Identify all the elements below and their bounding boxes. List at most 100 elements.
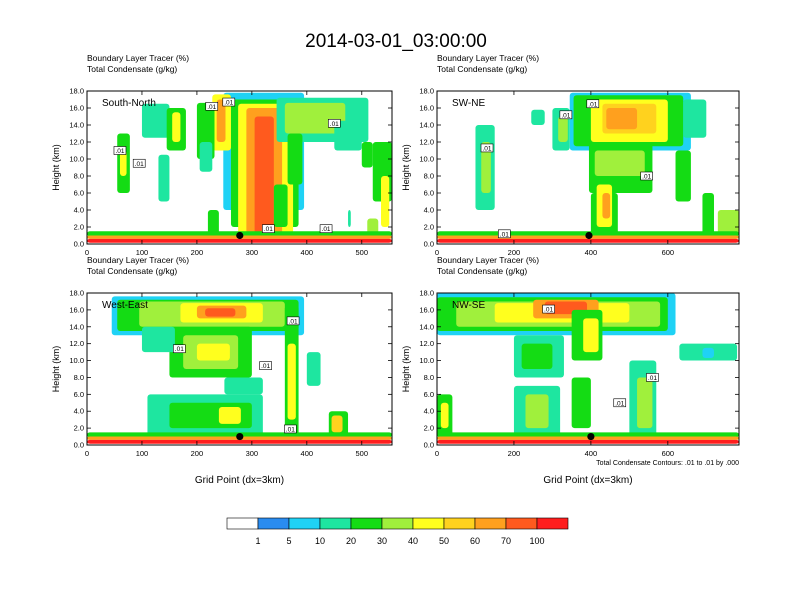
colorbar-swatch <box>536 517 569 530</box>
contour-label-box <box>113 146 127 155</box>
tracer-cell <box>531 109 545 125</box>
y-tick-label: 2.0 <box>74 223 84 232</box>
y-tick-label: 4.0 <box>74 206 84 215</box>
colorbar-swatch <box>288 517 321 530</box>
colorbar-swatch <box>412 517 445 530</box>
contour-label: .01 <box>561 112 570 119</box>
tracer-cell <box>254 116 274 236</box>
x-tick-label: 600 <box>662 248 675 257</box>
tracer-cell <box>273 184 288 227</box>
y-tick-label: 16.0 <box>69 305 84 314</box>
tracer-cell <box>440 402 449 429</box>
panel-subtitle: Boundary Layer Tracer (%) <box>87 255 189 265</box>
colorbar-label: 1 <box>255 536 260 546</box>
x-tick-label: 0 <box>85 449 89 458</box>
chart-panel-2: Boundary Layer Tracer (%)Total Condensat… <box>401 53 740 257</box>
y-tick-label: 16.0 <box>69 104 84 113</box>
x-tick-label: 100 <box>136 449 149 458</box>
colorbar-label: 40 <box>408 536 418 546</box>
tracer-cell <box>199 142 213 172</box>
tracer-cell <box>205 308 236 317</box>
x-tick-label: 600 <box>662 449 675 458</box>
x-axis-label: Grid Point (dx=3km) <box>543 475 632 486</box>
y-tick-label: 0.0 <box>74 240 84 249</box>
x-tick-label: 400 <box>585 248 598 257</box>
y-tick-label: 18.0 <box>419 87 434 96</box>
contour-label: .01 <box>648 375 657 382</box>
tracer-cell <box>381 176 390 227</box>
y-tick-label: 16.0 <box>419 104 434 113</box>
y-tick-label: 8.0 <box>74 373 84 382</box>
tracer-cell <box>594 150 645 176</box>
contour-label: .01 <box>115 148 124 155</box>
contour-label-box <box>259 361 272 370</box>
contour-label-box <box>586 99 600 109</box>
contour-label-box <box>284 424 297 434</box>
colorbar-swatch <box>226 517 259 530</box>
tracer-cell <box>334 120 362 151</box>
y-tick-label: 2.0 <box>74 424 84 433</box>
panel-subtitle: Boundary Layer Tracer (%) <box>87 53 189 63</box>
y-axis-label: Height (km) <box>51 346 61 393</box>
y-tick-label: 10.0 <box>69 356 84 365</box>
location-marker <box>587 432 595 441</box>
contour-label: .01 <box>322 226 331 233</box>
tracer-cell <box>521 343 553 369</box>
tracer-cell <box>437 439 739 444</box>
x-tick-label: 200 <box>508 248 521 257</box>
colorbar-swatch <box>350 517 383 530</box>
location-marker <box>585 231 593 240</box>
location-marker <box>236 432 244 441</box>
location-marker <box>236 231 244 240</box>
colorbar-label: 20 <box>346 536 356 546</box>
y-tick-label: 18.0 <box>69 87 84 96</box>
tracer-cell <box>606 108 638 130</box>
y-tick-label: 2.0 <box>424 223 434 232</box>
contour-label-box <box>286 316 300 326</box>
plot-frame <box>86 90 393 245</box>
y-tick-label: 10.0 <box>419 356 434 365</box>
tracer-cell <box>558 116 568 142</box>
y-tick-label: 18.0 <box>69 289 84 298</box>
contour-label: .01 <box>642 174 651 181</box>
tracer-field <box>87 92 392 243</box>
colorbar-swatch <box>505 517 538 530</box>
y-tick-label: 4.0 <box>74 407 84 416</box>
tracer-cell <box>702 193 714 236</box>
tracer-field <box>87 296 392 444</box>
contour-label-box <box>222 97 236 107</box>
y-tick-label: 12.0 <box>419 339 434 348</box>
tracer-cell <box>216 99 226 142</box>
plot-frame <box>436 292 740 446</box>
tracer-cell <box>207 210 219 236</box>
tracer-cell <box>361 142 373 168</box>
tracer-cell <box>87 238 392 243</box>
y-tick-label: 0.0 <box>74 441 84 450</box>
tracer-cell <box>602 193 611 219</box>
panel-label: West-East <box>102 300 148 311</box>
panel-subtitle: Boundary Layer Tracer (%) <box>437 53 539 63</box>
tracer-cell <box>331 415 343 433</box>
panel-subtitle: Total Condensate (g/kg) <box>437 64 527 74</box>
x-tick-label: 0 <box>435 449 439 458</box>
colorbar-label: 5 <box>286 536 291 546</box>
y-tick-label: 18.0 <box>419 289 434 298</box>
contour-label-box <box>613 398 627 408</box>
contour-label-box <box>327 119 341 128</box>
y-tick-label: 12.0 <box>419 138 434 147</box>
panel-label: NW-SE <box>452 300 485 311</box>
contour-label: .01 <box>289 318 298 325</box>
y-tick-label: 4.0 <box>424 206 434 215</box>
tracer-cell <box>683 99 707 138</box>
tracer-cell <box>702 347 714 359</box>
plot-frame <box>436 90 740 245</box>
colorbar-label: 70 <box>501 536 511 546</box>
tracer-cell <box>675 150 691 202</box>
contour-label-box <box>132 158 146 168</box>
tracer-field <box>437 293 739 444</box>
y-tick-label: 16.0 <box>419 305 434 314</box>
contour-label: .01 <box>588 101 597 108</box>
contour-label-box <box>173 344 186 354</box>
colorbar-swatch <box>443 517 476 530</box>
